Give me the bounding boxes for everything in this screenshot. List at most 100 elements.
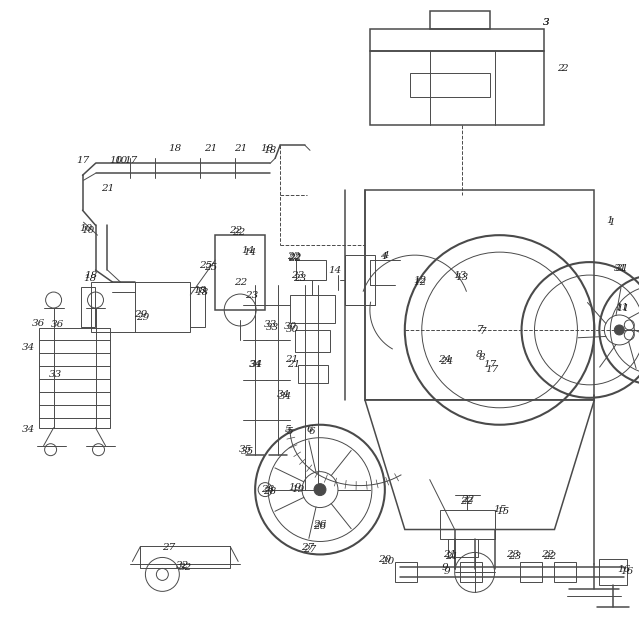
Text: 15: 15: [493, 505, 506, 514]
Text: 18: 18: [169, 144, 182, 153]
Bar: [295, 330, 330, 352]
Bar: [440, 510, 495, 539]
Text: 7: 7: [479, 327, 486, 337]
Text: 23: 23: [293, 273, 307, 283]
Text: 18: 18: [196, 288, 209, 296]
Text: 10: 10: [81, 226, 94, 235]
Bar: [448, 539, 477, 557]
Bar: [395, 562, 417, 582]
Bar: [370, 29, 545, 51]
Text: 3: 3: [543, 18, 550, 27]
Text: 28: 28: [262, 485, 275, 494]
Text: 22: 22: [541, 550, 554, 559]
Text: 11: 11: [617, 304, 630, 312]
Text: 33: 33: [266, 324, 279, 332]
Text: 24: 24: [438, 355, 451, 365]
Text: 6: 6: [307, 425, 314, 434]
Text: 15: 15: [496, 507, 509, 516]
Text: 22: 22: [289, 254, 301, 263]
Text: 20: 20: [381, 557, 394, 566]
Text: 34: 34: [250, 360, 263, 370]
Text: 8: 8: [479, 353, 486, 363]
Text: 24: 24: [440, 357, 453, 366]
Text: 21: 21: [287, 360, 301, 370]
Text: 13: 13: [455, 273, 468, 281]
Text: 14: 14: [244, 247, 257, 257]
Text: 4: 4: [381, 250, 388, 260]
Text: 18: 18: [84, 270, 97, 280]
Text: 8: 8: [476, 350, 483, 360]
Text: 21: 21: [204, 144, 217, 153]
Text: 1: 1: [606, 216, 612, 224]
Text: 34: 34: [278, 392, 292, 401]
Circle shape: [614, 325, 624, 335]
Text: 22: 22: [460, 497, 474, 506]
Bar: [410, 73, 490, 97]
Text: 23: 23: [291, 270, 305, 280]
Text: 22: 22: [232, 228, 245, 237]
Text: 16: 16: [618, 565, 631, 574]
Bar: [190, 287, 205, 327]
Bar: [554, 562, 577, 582]
Text: 35: 35: [241, 447, 254, 456]
Text: 33: 33: [264, 321, 276, 329]
Text: 18: 18: [260, 144, 274, 153]
Text: 27: 27: [303, 545, 317, 554]
Bar: [90, 282, 190, 332]
Text: 12: 12: [413, 278, 426, 286]
Bar: [520, 562, 541, 582]
Text: 23: 23: [506, 550, 519, 559]
Bar: [365, 190, 595, 400]
Bar: [370, 51, 545, 125]
Text: 7: 7: [476, 326, 483, 334]
Text: 21: 21: [285, 355, 299, 365]
Text: 30: 30: [284, 322, 297, 332]
Text: 34: 34: [276, 391, 290, 399]
Text: 20: 20: [378, 555, 392, 564]
Text: 12: 12: [413, 275, 426, 285]
Text: 32: 32: [179, 563, 192, 572]
Text: 18: 18: [194, 286, 207, 294]
Text: 22: 22: [543, 552, 556, 561]
Text: 21: 21: [443, 550, 456, 559]
Text: 6: 6: [308, 427, 316, 436]
Text: 22: 22: [461, 495, 474, 504]
Text: 22: 22: [289, 252, 301, 262]
Text: 5: 5: [287, 427, 293, 436]
Text: 2: 2: [561, 64, 568, 73]
Text: 21: 21: [234, 144, 247, 153]
Text: 11: 11: [616, 303, 629, 311]
Text: 17: 17: [76, 156, 89, 165]
Text: 22: 22: [228, 226, 242, 235]
Text: 14: 14: [241, 246, 255, 255]
Text: 21: 21: [445, 552, 458, 561]
Text: 19: 19: [289, 483, 301, 492]
Text: 25: 25: [198, 260, 212, 270]
Text: 10: 10: [114, 156, 127, 165]
Text: 36: 36: [51, 321, 64, 329]
Bar: [298, 365, 328, 383]
Text: 33: 33: [49, 370, 62, 379]
Text: 9: 9: [442, 563, 448, 572]
Text: 29: 29: [136, 314, 149, 322]
Text: 27: 27: [301, 543, 315, 552]
Bar: [429, 11, 490, 29]
Text: 17: 17: [124, 156, 137, 165]
Bar: [600, 559, 627, 585]
Text: 4: 4: [380, 252, 386, 260]
Text: 34: 34: [22, 425, 35, 434]
Text: 23: 23: [508, 552, 521, 561]
Text: 23: 23: [246, 291, 259, 299]
Text: 1: 1: [608, 218, 614, 227]
Text: 31: 31: [614, 264, 627, 273]
Text: 36: 36: [32, 319, 45, 329]
Bar: [460, 562, 482, 582]
Bar: [140, 546, 230, 569]
Text: 34: 34: [22, 343, 35, 352]
Text: 26: 26: [314, 522, 326, 531]
Bar: [290, 295, 335, 323]
Text: 21: 21: [101, 184, 114, 193]
Text: 22: 22: [234, 278, 247, 286]
Text: 32: 32: [176, 561, 189, 570]
Bar: [81, 287, 95, 327]
